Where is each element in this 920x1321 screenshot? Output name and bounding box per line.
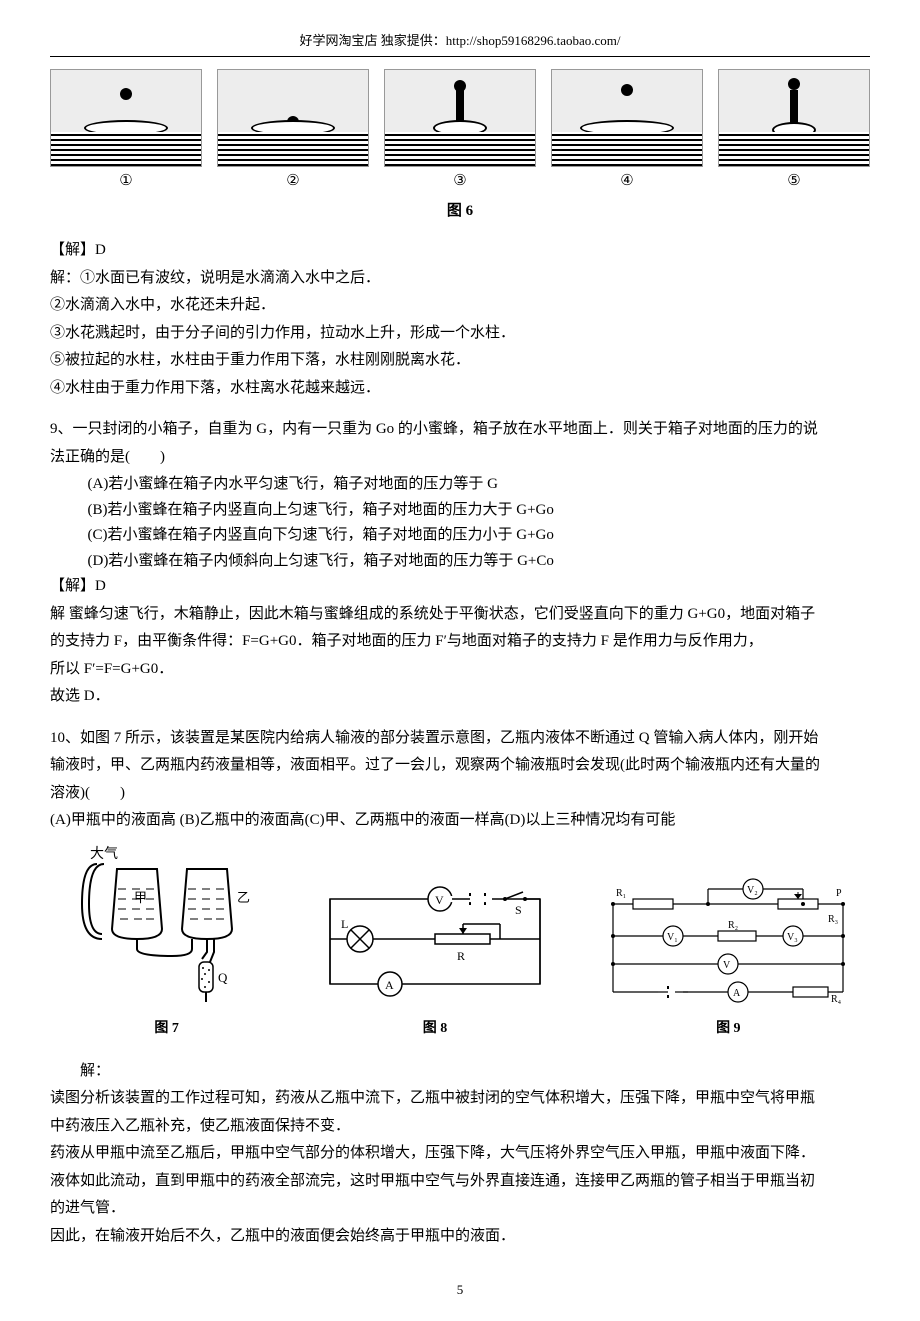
page-header: 好学网淘宝店 独家提供：http://shop59168296.taobao.c… — [50, 30, 870, 57]
sol8-line-5: ④水柱由于重力作用下落，水柱离水花越来越远． — [50, 376, 870, 402]
figure7-q-label: Q — [218, 970, 228, 985]
svg-text:P: P — [836, 888, 842, 899]
figure6-caption: 图 6 — [50, 199, 870, 225]
svg-text:L: L — [341, 917, 348, 931]
svg-text:V: V — [435, 893, 444, 907]
sol8-line-3: ③水花溅起时，由于分子间的引力作用，拉动水上升，形成一个水柱． — [50, 321, 870, 347]
q9-sol-1: 解 蜜蜂匀速飞行，木箱静止，因此木箱与蜜蜂组成的系统处于平衡状态，它们受竖直向下… — [50, 602, 870, 628]
svg-text:R₃: R₃ — [828, 914, 838, 925]
figure6-thumb-4 — [551, 69, 703, 167]
figure7: 大气 甲 乙 — [62, 844, 272, 1041]
q9-opt-a: (A)若小蜜蜂在箱子内水平匀速飞行，箱子对地面的压力等于 G — [50, 472, 870, 498]
q10-opts: (A)甲瓶中的液面高 (B)乙瓶中的液面高(C)甲、乙两瓶中的液面一样高(D)以… — [50, 808, 870, 834]
figure6-thumb-3 — [384, 69, 536, 167]
svg-text:V: V — [723, 960, 731, 971]
figure9: V₂ R₁ P R₃ V₁ R₂ V₃ V — [598, 874, 858, 1041]
svg-text:V₂: V₂ — [747, 885, 758, 896]
q9-opt-c: (C)若小蜜蜂在箱子内竖直向下匀速飞行，箱子对地面的压力小于 G+Go — [50, 523, 870, 549]
svg-text:V₃: V₃ — [787, 932, 798, 943]
q9-stem-1: 9、一只封闭的小箱子，自重为 G，内有一只重为 Go 的小蜜蜂，箱子放在水平地面… — [50, 417, 870, 443]
q10-stem-3: 溶液)( ) — [50, 781, 870, 807]
figure6-label-3: ③ — [384, 169, 536, 195]
q10-sol-6: 的进气管． — [50, 1196, 870, 1222]
figure7-atm-label: 大气 — [90, 846, 118, 862]
q9-sol-tag: 【解】D — [50, 574, 870, 600]
svg-text:R₄: R₄ — [831, 994, 842, 1004]
figure7-jia-label: 甲 — [134, 890, 147, 905]
svg-text:R₂: R₂ — [728, 920, 738, 931]
q10-sol-3: 中药液压入乙瓶补充，使乙瓶液面保持不变． — [50, 1114, 870, 1140]
figure6-label-1: ① — [50, 169, 202, 195]
figure7-yi-label: 乙 — [237, 890, 250, 905]
sol8-line-2: ②水滴滴入水中，水花还未升起． — [50, 293, 870, 319]
figure6-thumb-2 — [217, 69, 369, 167]
q9-opt-d: (D)若小蜜蜂在箱子内倾斜向上匀速飞行，箱子对地面的压力等于 G+Co — [50, 549, 870, 575]
figure6-label-4: ④ — [551, 169, 703, 195]
q9-sol-3: 所以 F′=F=G+G0． — [50, 657, 870, 683]
q10-stem-1: 10、如图 7 所示，该装置是某医院内给病人输液的部分装置示意图，乙瓶内液体不断… — [50, 726, 870, 752]
sol8-tag: 【解】D — [50, 238, 870, 264]
q9-stem-2: 法正确的是( ) — [50, 445, 870, 471]
q9-opt-b: (B)若小蜜蜂在箱子内竖直向上匀速飞行，箱子对地面的压力大于 G+Go — [50, 498, 870, 524]
figure6-label-2: ② — [217, 169, 369, 195]
sol8-line-1: 解：①水面已有波纹，说明是水滴滴入水中之后． — [50, 266, 870, 292]
figure9-caption: 图 9 — [598, 1017, 858, 1041]
figure6-labels: ① ② ③ ④ ⑤ — [50, 169, 870, 195]
q10-sol-5: 液体如此流动，直到甲瓶中的药液全部流完，这时甲瓶中空气与外界直接连通，连接甲乙两… — [50, 1169, 870, 1195]
svg-text:R₁: R₁ — [616, 888, 626, 899]
svg-text:S: S — [515, 903, 522, 917]
q9-sol-4: 故选 D． — [50, 684, 870, 710]
svg-text:A: A — [385, 978, 394, 992]
figure8: V S L — [315, 884, 555, 1041]
figure6-thumb-1 — [50, 69, 202, 167]
sol8-line-4: ⑤被拉起的水柱，水柱由于重力作用下落，水柱刚刚脱离水花． — [50, 348, 870, 374]
figure7-caption: 图 7 — [62, 1017, 272, 1041]
q9-sol-2: 的支持力 F，由平衡条件得：F=G+G0．箱子对地面的压力 F′与地面对箱子的支… — [50, 629, 870, 655]
page-number: 5 — [50, 1279, 870, 1301]
figure6-row — [50, 69, 870, 167]
q10-stem-2: 输液时，甲、乙两瓶内药液量相等，液面相平。过了一会儿，观察两个输液瓶时会发现(此… — [50, 753, 870, 779]
svg-text:A: A — [733, 988, 741, 999]
figure-group-7-8-9: 大气 甲 乙 — [50, 844, 870, 1041]
q10-sol-1: 解： — [50, 1059, 870, 1085]
figure8-caption: 图 8 — [315, 1017, 555, 1041]
q10-sol-2: 读图分析该装置的工作过程可知，药液从乙瓶中流下，乙瓶中被封闭的空气体积增大，压强… — [50, 1086, 870, 1112]
svg-text:R: R — [457, 949, 465, 963]
q10-sol-4: 药液从甲瓶中流至乙瓶后，甲瓶中空气部分的体积增大，压强下降，大气压将外界空气压入… — [50, 1141, 870, 1167]
figure6-thumb-5 — [718, 69, 870, 167]
svg-text:V₁: V₁ — [667, 932, 678, 943]
q10-sol-7: 因此，在输液开始后不久，乙瓶中的液面便会始终高于甲瓶中的液面． — [50, 1224, 870, 1250]
figure6-label-5: ⑤ — [718, 169, 870, 195]
